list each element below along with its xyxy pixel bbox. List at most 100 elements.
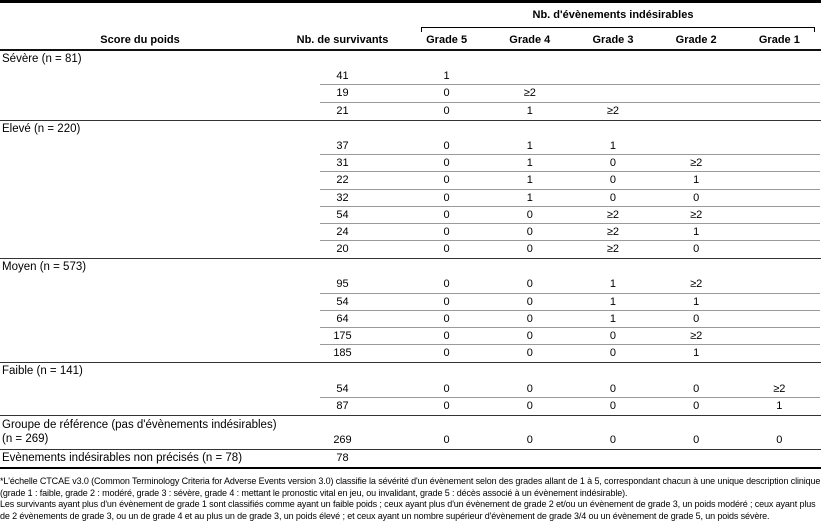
table-header-top: Nb. d'évènements indésirables xyxy=(0,3,821,27)
grade5-cell: 0 xyxy=(443,157,450,170)
table-row: 19 0 ≥2 xyxy=(0,85,821,103)
survivors-cell: 175 xyxy=(333,330,352,342)
grade5-cell: 0 xyxy=(443,382,450,395)
grade4-cell: 0 xyxy=(526,243,533,256)
table-row: 54 0 0 0 0 ≥2 xyxy=(0,381,821,398)
column-header-grade4: Grade 4 xyxy=(509,34,551,46)
grade5-cell: 1 xyxy=(443,70,450,83)
column-header-row: Score du poids Nb. de survivants Grade 5… xyxy=(0,32,821,51)
grade5-cell: 0 xyxy=(443,330,450,342)
survivors-cell: 41 xyxy=(336,70,349,83)
grade2-cell: ≥2 xyxy=(690,157,703,170)
grade3-cell: 1 xyxy=(609,312,617,325)
grade2-cell: 0 xyxy=(693,312,700,325)
survivors-cell: 19 xyxy=(336,87,349,100)
bracket-line xyxy=(421,27,815,32)
grade4-cell: 0 xyxy=(526,399,533,412)
grade3-cell: 1 xyxy=(609,295,617,308)
table-row: 87 0 0 0 0 1 xyxy=(0,398,821,415)
survivors-cell: 185 xyxy=(333,347,352,360)
survivors-cell: 31 xyxy=(336,157,349,170)
table-row: 64 0 0 1 0 xyxy=(0,311,821,329)
survivors-cell: 78 xyxy=(336,451,349,464)
grade4-cell: 1 xyxy=(526,191,533,204)
grade2-cell: 1 xyxy=(693,225,700,238)
table-row: 54 0 0 ≥2 ≥2 xyxy=(0,207,821,225)
group-label-row: Evènements indésirables non précisés (n … xyxy=(0,448,821,467)
grade5-cell: 0 xyxy=(443,347,450,360)
grade4-cell: 0 xyxy=(526,347,533,360)
grade4-cell: 0 xyxy=(526,434,533,447)
group-label-row: Faible (n = 141) xyxy=(0,362,821,380)
grade2-cell: 0 xyxy=(693,399,700,412)
grade1-cell: 0 xyxy=(776,434,783,447)
spanning-header-adverse-events: Nb. d'évènements indésirables xyxy=(532,9,694,21)
table-row: 41 1 xyxy=(0,68,821,86)
table-row: 32 0 1 0 0 xyxy=(0,190,821,207)
survivors-cell: 20 xyxy=(336,243,349,256)
grade5-cell: 0 xyxy=(443,191,450,204)
grade5-cell: 0 xyxy=(443,278,450,291)
grade3-cell: 1 xyxy=(609,278,617,291)
grade3-cell: ≥2 xyxy=(606,225,620,238)
column-header-grade5: Grade 5 xyxy=(426,34,468,46)
grade5-cell: 0 xyxy=(443,434,450,447)
survivors-cell: 54 xyxy=(336,208,349,221)
survivors-cell: 54 xyxy=(336,382,349,395)
group-label: Elevé (n = 220) xyxy=(2,122,81,135)
grade5-cell: 0 xyxy=(443,312,450,325)
column-header-grade2: Grade 2 xyxy=(675,34,717,46)
grade3-cell: ≥2 xyxy=(606,208,620,221)
grade2-cell: 0 xyxy=(693,191,700,204)
grade4-cell: 0 xyxy=(526,208,533,221)
grade1-cell: 1 xyxy=(776,399,783,412)
table-row: 37 0 1 1 xyxy=(0,138,821,156)
table-row: 95 0 0 1 ≥2 xyxy=(0,276,821,294)
grade2-cell: 0 xyxy=(693,434,700,447)
grade4-cell: 0 xyxy=(526,382,533,395)
grade3-cell: ≥2 xyxy=(606,243,620,256)
grade4-cell: 0 xyxy=(526,295,533,308)
group-label-row: Sévère (n = 81) xyxy=(0,51,821,68)
grade3-cell: 0 xyxy=(609,382,617,395)
grade5-cell: 0 xyxy=(443,208,450,221)
grade3-cell: 0 xyxy=(609,399,617,412)
grade3-cell: 0 xyxy=(609,330,617,342)
grade5-cell: 0 xyxy=(443,104,450,117)
grade4-cell: 1 xyxy=(526,139,533,152)
group-label: Sévère (n = 81) xyxy=(2,53,82,65)
grade2-cell: 1 xyxy=(693,347,700,360)
grade4-cell: 1 xyxy=(526,104,533,117)
column-header-score: Score du poids xyxy=(100,34,180,46)
grade2-cell: ≥2 xyxy=(690,330,703,342)
grade4-cell: 0 xyxy=(526,312,533,325)
table-row: 21 0 1 ≥2 xyxy=(0,103,821,120)
grade5-cell: 0 xyxy=(443,243,450,256)
grade4-cell: 0 xyxy=(526,225,533,238)
grade2-cell: ≥2 xyxy=(690,208,703,221)
survivors-cell: 54 xyxy=(336,295,349,308)
grade5-cell: 0 xyxy=(443,295,450,308)
survivors-cell: 95 xyxy=(336,278,349,291)
grade3-cell: 0 xyxy=(609,434,617,447)
survivors-cell: 64 xyxy=(336,312,349,325)
grade2-cell: 1 xyxy=(693,295,700,308)
grade5-cell: 0 xyxy=(443,87,450,100)
group-label: Moyen (n = 573) xyxy=(2,261,87,274)
grade2-cell: ≥2 xyxy=(690,278,703,291)
table-row: 54 0 0 1 1 xyxy=(0,294,821,312)
survivors-cell: 24 xyxy=(336,225,349,238)
group-label-row: Moyen (n = 573) xyxy=(0,258,821,276)
grade4-cell: 0 xyxy=(526,330,533,342)
column-header-grade3: Grade 3 xyxy=(592,34,634,46)
table-row: 20 0 0 ≥2 0 xyxy=(0,241,821,258)
grade1-cell: ≥2 xyxy=(773,382,786,395)
grade4-cell: 1 xyxy=(526,174,533,187)
table-row: 24 0 0 ≥2 1 xyxy=(0,224,821,242)
footnote-ctcae: *L'échelle CTCAE v3.0 (Common Terminolog… xyxy=(0,476,821,498)
survivors-cell: 32 xyxy=(336,191,349,204)
adverse-events-table: Nb. d'évènements indésirables Score du p… xyxy=(0,0,821,470)
grade3-cell: 1 xyxy=(609,139,617,152)
group-label-row: Groupe de référence (pas d'évènements in… xyxy=(0,414,821,449)
